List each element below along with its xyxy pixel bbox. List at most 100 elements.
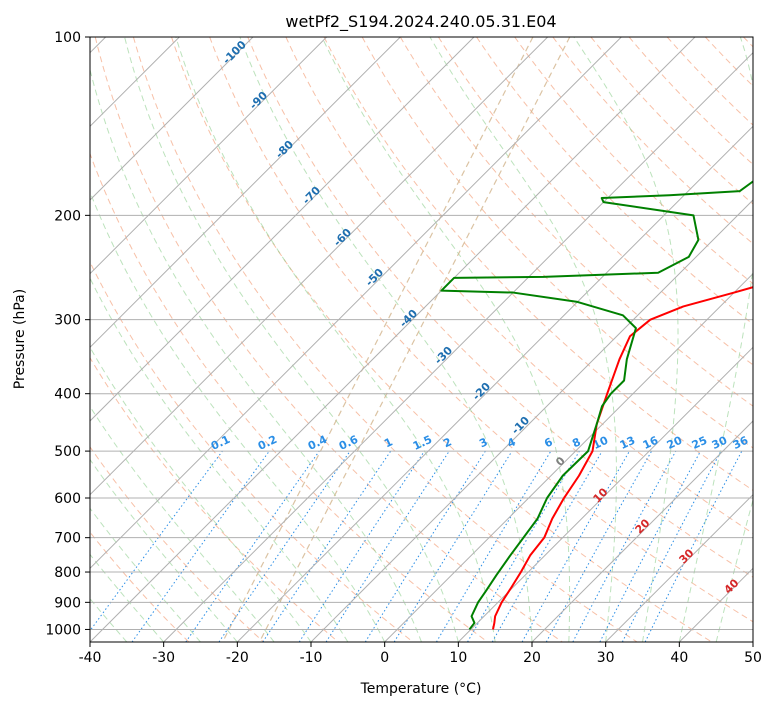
dry-adiabat-label: -30 [432,344,455,367]
x-tick-label: 50 [744,650,762,666]
moist-adiabat [715,498,753,642]
dry-adiabat [743,37,753,48]
mixing-ratio-line [364,450,486,642]
dry-adiabat [209,37,753,623]
x-tick-label: -10 [300,650,323,666]
mixing-ratio-line [521,450,630,642]
y-tick-label: 400 [54,387,81,403]
isotherm [236,125,753,642]
moist-adiabat-label: 10 [591,485,611,505]
mixing-ratio-line [325,450,450,642]
y-tick-label: 600 [54,491,81,507]
dry-adiabat-label: -70 [300,184,323,207]
dry-adiabat [285,37,753,535]
isotherm [310,199,753,642]
mixing-ratio-label: 0.2 [256,433,279,453]
mixing-ratio-line [599,450,701,642]
moist-adiabat [90,597,128,642]
mixing-ratio-line [467,450,580,642]
moist-adiabat [90,67,422,642]
dry-adiabat-label: -60 [331,226,354,249]
dry-adiabat-label: -50 [363,266,386,289]
moist-adiabat [90,405,275,642]
dry-adiabat [323,37,753,491]
mixing-ratio-line [218,450,351,642]
mixing-ratio-label: 16 [641,434,661,452]
y-tick-label: 100 [54,30,81,46]
moist-adiabat-label: 30 [677,546,697,566]
dry-adiabat-label: -80 [273,138,296,161]
mixing-ratio-label: 8 [570,435,582,450]
mixing-ratio-label: 30 [710,434,730,452]
dry-adiabat [552,37,753,245]
y-tick-label: 300 [54,313,81,329]
mixing-ratio-line [435,450,552,642]
reference-curve [258,37,571,642]
dry-adiabat [90,531,190,642]
dry-adiabat [704,37,753,87]
reference-curve [222,37,534,642]
dry-adiabat [132,37,638,642]
x-axis: -40 -30 -20 -10 0 10 20 30 40 50 [79,642,762,666]
moist-adiabat [239,37,533,642]
dry-adiabat [590,37,753,205]
isotherm [90,37,549,496]
moist-adiabat [175,37,496,642]
dry-adiabat-label: -10 [509,414,532,437]
x-tick-label: 0 [380,650,389,666]
dry-adiabat-label: -40 [397,307,420,330]
y-tick-label: 800 [54,565,81,581]
isotherm [384,272,753,642]
isotherm [678,567,753,642]
mixing-ratio-label: 20 [665,434,685,452]
isotherm [752,641,753,642]
y-tick-label: 200 [54,208,81,224]
dry-adiabat [90,446,264,642]
x-tick-label: 30 [597,650,615,666]
y-tick-label: 700 [54,531,81,547]
x-tick-label: 40 [670,650,688,666]
isotherm [90,37,328,275]
x-tick-label: 10 [449,650,467,666]
mixing-ratio-line [185,450,320,642]
dry-adiabat-label: -90 [247,89,270,112]
mixing-ratio-label: 13 [618,434,637,452]
y-axis-title: Pressure (hPa) [12,289,28,389]
dry-adiabat [90,356,339,642]
isotherm [90,37,401,349]
dry-adiabat [438,37,753,366]
mixing-ratio-line [298,450,425,642]
mixing-ratio-label: 0.4 [306,433,329,453]
isotherm [457,346,753,642]
profile-line [492,286,753,630]
mixing-ratio-line [90,450,223,632]
moist-adiabat-label: 40 [722,576,742,596]
y-tick-label: 1000 [45,622,81,638]
x-tick-label: -40 [79,650,102,666]
dry-adiabat [94,37,563,642]
mixing-ratio-label: 10 [591,434,611,452]
mixing-ratio-label: 25 [690,434,709,452]
isotherm [531,420,753,642]
moist-adiabat [678,37,753,642]
mixing-ratio-line [572,450,677,642]
mixing-ratio-line [262,450,392,642]
dry-adiabat-label: -100 [220,38,249,67]
moist-adiabat [321,37,571,642]
mixing-ratio-line [131,450,270,642]
dry-adiabat [247,37,753,578]
mixing-ratio-label: 0.6 [337,433,360,453]
plot-frame [89,36,754,643]
mixing-ratio-label: 1 [382,435,394,450]
moist-adiabat-label: 20 [633,516,653,536]
isotherm [90,37,696,642]
y-tick-label: 500 [54,444,81,460]
dry-adiabat [90,260,414,642]
dry-adiabat [399,37,753,407]
x-tick-label: 20 [523,650,541,666]
x-tick-label: -20 [226,650,249,666]
dry-adiabat [90,152,488,642]
mixing-ratio-line [393,450,513,642]
moist-adiabat [90,277,349,642]
